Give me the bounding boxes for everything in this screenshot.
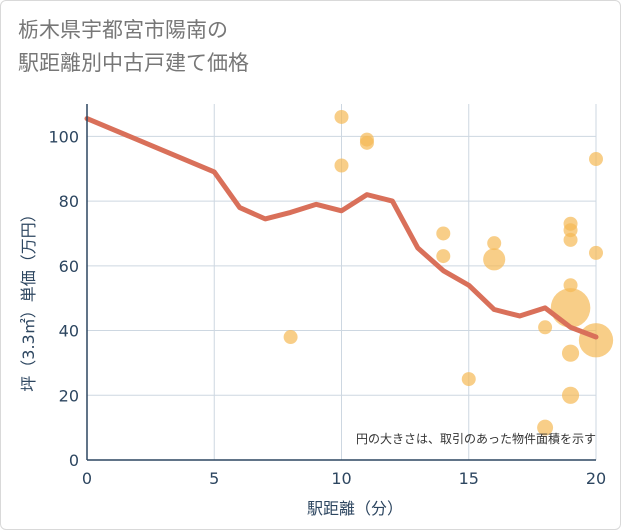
data-point [538, 320, 553, 335]
data-point [334, 109, 349, 124]
data-point [537, 419, 554, 436]
y-tick-label: 40 [59, 322, 79, 341]
x-tick-label: 10 [331, 469, 351, 488]
size-note: 円の大きさは、取引のあった物件面積を示す [356, 431, 596, 446]
data-point [461, 372, 476, 387]
x-axis-title: 駅距離（分） [307, 499, 403, 518]
data-point [561, 386, 580, 404]
x-tick-label: 20 [586, 469, 606, 488]
axes [86, 104, 596, 461]
x-tick-label: 15 [459, 469, 479, 488]
grid-lines [87, 104, 597, 460]
chart-title-line2: 駅距離別中古戸建て価格 [18, 51, 249, 75]
x-tick-label: 5 [209, 469, 219, 488]
y-tick-label: 60 [59, 257, 79, 276]
y-tick-label: 20 [59, 386, 79, 405]
data-point [487, 236, 502, 251]
data-points [283, 109, 614, 436]
y-axis-title: 坪（3.3㎡）単価（万円） [19, 206, 38, 391]
data-point [589, 245, 603, 260]
trend-line [84, 116, 599, 340]
data-point [550, 288, 591, 328]
series-line [84, 116, 599, 340]
data-point [359, 135, 374, 150]
x-tick-label: 0 [82, 469, 92, 488]
tick-labels: 0 5 10 15 20 0 20 40 60 80 100 [48, 127, 606, 488]
data-point [283, 330, 298, 345]
data-point [483, 248, 506, 271]
data-point [578, 323, 614, 358]
data-point [589, 152, 603, 167]
data-point [561, 344, 580, 362]
data-point [563, 232, 578, 247]
y-tick-label: 80 [59, 192, 79, 211]
chart-title-line1: 栃木県宇都宮市陽南の [18, 18, 228, 42]
y-tick-label: 100 [48, 127, 79, 146]
y-tick-label: 0 [69, 451, 79, 470]
data-point [334, 158, 349, 173]
chart-title: 栃木県宇都宮市陽南の 駅距離別中古戸建て価格 [18, 14, 249, 80]
data-point [563, 223, 578, 238]
data-point [436, 226, 451, 241]
data-point [436, 249, 451, 264]
